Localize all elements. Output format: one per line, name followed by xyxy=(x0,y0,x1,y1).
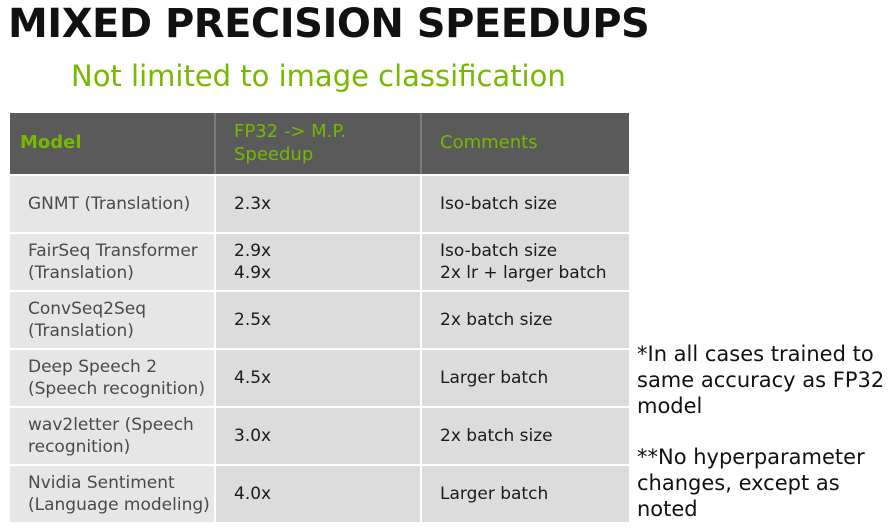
table-row: wav2letter (Speech recognition) 3.0x 2x bat… xyxy=(10,407,629,466)
cell-model-line: ConvSeq2Seq xyxy=(28,298,147,319)
column-header-model: Model xyxy=(10,113,215,176)
cell-model-line: recognition) xyxy=(28,437,131,457)
cell-model: GNMT (Translation) xyxy=(10,175,216,234)
column-header-speedup: FP32 -> M.P. Speedup xyxy=(214,113,421,176)
cell-comments-line: 2x batch size xyxy=(440,425,553,446)
column-header-speedup-line: Speedup xyxy=(234,143,314,165)
cell-model: wav2letter (Speech recognition) xyxy=(10,407,216,466)
cell-model: Deep Speech 2 (Speech recognition) xyxy=(10,349,216,408)
cell-speedup-line: 4.5x xyxy=(234,367,272,388)
table-row: GNMT (Translation) 2.3x Iso-batch size xyxy=(10,175,629,234)
cell-comments-line: Larger batch xyxy=(440,483,549,504)
cell-model-line: Nvidia Sentiment xyxy=(28,472,175,493)
cell-model: FairSeq Transformer (Translation) xyxy=(10,233,216,292)
cell-speedup-line: 2.3x xyxy=(234,193,272,214)
cell-speedup-line: 2.9x xyxy=(234,240,272,261)
cell-speedup: 4.0x xyxy=(215,465,422,522)
cell-model-line: (Language modeling) xyxy=(28,495,210,515)
cell-speedup-line: 4.9x xyxy=(234,263,272,283)
table-header-row: Model FP32 -> M.P. Speedup Comments xyxy=(10,113,629,176)
table-row: FairSeq Transformer (Translation) 2.9x 4.9x… xyxy=(10,233,629,292)
cell-speedup-line: 3.0x xyxy=(234,425,272,446)
cell-model: ConvSeq2Seq (Translation) xyxy=(10,291,216,350)
cell-speedup: 3.0x xyxy=(215,407,422,466)
cell-comments: 2x batch size xyxy=(421,407,629,466)
cell-model-line: wav2letter (Speech xyxy=(28,414,194,435)
cell-speedup: 2.5x xyxy=(215,291,422,350)
cell-comments: Iso-batch size xyxy=(421,175,629,234)
cell-comments-line: 2x lr + larger batch xyxy=(440,263,607,283)
cell-model-line: (Speech recognition) xyxy=(28,379,205,399)
footnote-hyperparameters: **No hyperparameter changes, except as n… xyxy=(637,445,865,522)
cell-speedup: 2.9x 4.9x xyxy=(215,233,422,292)
cell-comments-line: 2x batch size xyxy=(440,309,553,330)
cell-model-line: (Translation) xyxy=(28,263,134,283)
column-header-speedup-line: FP32 -> M.P. xyxy=(234,121,347,142)
cell-comments-line: Iso-batch size xyxy=(440,193,558,214)
table-row: Nvidia Sentiment (Language modeling) 4.0x L… xyxy=(10,465,629,522)
cell-comments: 2x batch size xyxy=(421,291,629,350)
cell-comments: Larger batch xyxy=(421,465,629,522)
cell-speedup-line: 4.0x xyxy=(234,483,272,504)
table-body: GNMT (Translation) 2.3x Iso-batch size Fair… xyxy=(10,175,629,522)
footnotes: *In all cases trained to same accuracy a… xyxy=(637,342,889,523)
footnote-accuracy: *In all cases trained to same accuracy a… xyxy=(637,342,885,418)
cell-speedup: 4.5x xyxy=(215,349,422,408)
column-header-comments: Comments xyxy=(420,113,629,176)
cell-comments: Larger batch xyxy=(421,349,629,408)
cell-speedup-line: 2.5x xyxy=(234,309,272,330)
cell-model: Nvidia Sentiment (Language modeling) xyxy=(10,465,216,522)
table-row: ConvSeq2Seq (Translation) 2.5x 2x batch siz… xyxy=(10,291,629,350)
cell-comments-line: Larger batch xyxy=(440,367,549,388)
cell-model-line: (Translation) xyxy=(28,321,134,341)
page-subtitle: Not limited to image classification xyxy=(71,59,566,93)
cell-model-line: FairSeq Transformer xyxy=(28,240,198,261)
cell-comments-line: Iso-batch size xyxy=(440,240,558,261)
cell-model-line: GNMT (Translation) xyxy=(28,193,191,214)
page-title: MIXED PRECISION SPEEDUPS xyxy=(8,1,650,47)
cell-speedup: 2.3x xyxy=(215,175,422,234)
table-row: Deep Speech 2 (Speech recognition) 4.5x Lar… xyxy=(10,349,629,408)
speedup-table: Model FP32 -> M.P. Speedup Comments GNMT… xyxy=(10,113,629,522)
cell-comments: Iso-batch size 2x lr + larger batch xyxy=(421,233,629,292)
cell-model-line: Deep Speech 2 xyxy=(28,356,158,377)
